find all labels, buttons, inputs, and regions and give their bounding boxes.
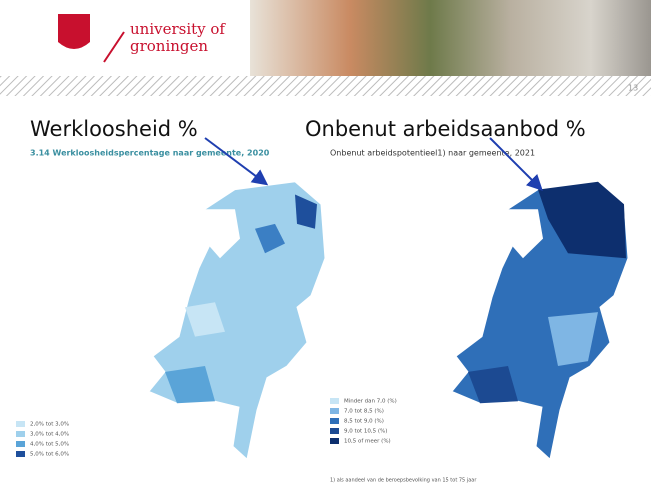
legend-right: Minder dan 7,0 (%) 7,0 tot 8,5 (%) 8,5 t… bbox=[330, 398, 477, 484]
legend-entry: 5,0% tot 6,0% bbox=[30, 452, 69, 458]
map-title: 3.14 Werkloosheidspercentage naar gemeen… bbox=[30, 149, 270, 158]
arrow bbox=[205, 138, 265, 183]
hatch-strip bbox=[0, 76, 651, 96]
legend-entry: 3,0% tot 4,0% bbox=[30, 432, 69, 438]
legend-entry: 4,0% tot 5,0% bbox=[30, 442, 69, 448]
legend-entry: 2,0% tot 3,0% bbox=[30, 422, 69, 428]
logo-text: university of bbox=[130, 20, 226, 38]
logo-crest bbox=[58, 14, 90, 49]
page-number: 13 bbox=[628, 84, 638, 93]
map-right bbox=[452, 182, 628, 459]
arrow bbox=[490, 138, 540, 188]
legend-entry: 8,5 tot 9,0 (%) bbox=[344, 419, 384, 425]
map-left bbox=[149, 182, 325, 459]
legend-entry: 10,5 of meer (%) bbox=[344, 439, 391, 445]
slide: university of groningen 13 Werkloosheid … bbox=[0, 0, 651, 488]
label: Werkloosheid % bbox=[30, 117, 198, 141]
label: Onbenut arbeidsaanbod % bbox=[305, 117, 586, 141]
logo-slash bbox=[104, 32, 124, 62]
footnote: 1) als aandeel van de beroepsbevolking v… bbox=[330, 478, 477, 484]
header: university of groningen 13 bbox=[0, 0, 651, 96]
legend-entry: 7,0 tot 8,5 (%) bbox=[344, 409, 384, 415]
photo-banner bbox=[250, 0, 651, 76]
legend-left: 2,0% tot 3,0% 3,0% tot 4,0% 4,0% tot 5,0… bbox=[16, 421, 69, 458]
legend-entry: 9,0 tot 10,5 (%) bbox=[344, 429, 387, 435]
logo-text: groningen bbox=[130, 37, 208, 55]
legend-entry: Minder dan 7,0 (%) bbox=[344, 399, 397, 405]
